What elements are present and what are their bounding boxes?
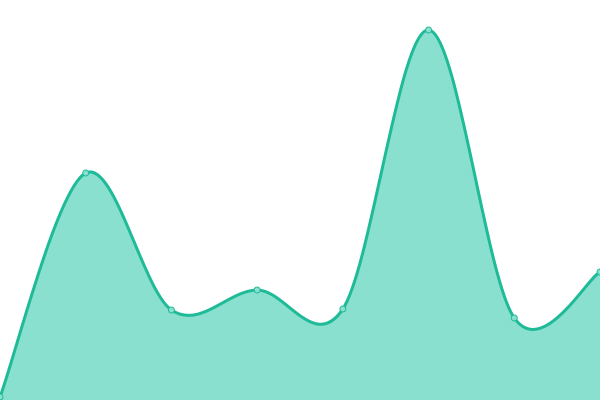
area-fill	[0, 29, 600, 400]
series-line	[0, 28, 600, 398]
data-point-2	[167, 306, 175, 314]
data-point-7	[596, 268, 600, 276]
data-point-5	[425, 26, 433, 34]
data-point-1	[82, 169, 90, 177]
data-points	[0, 26, 600, 400]
data-point-3	[253, 286, 261, 294]
data-point-0	[0, 393, 4, 400]
data-point-4	[339, 305, 347, 313]
data-point-6	[510, 314, 518, 322]
